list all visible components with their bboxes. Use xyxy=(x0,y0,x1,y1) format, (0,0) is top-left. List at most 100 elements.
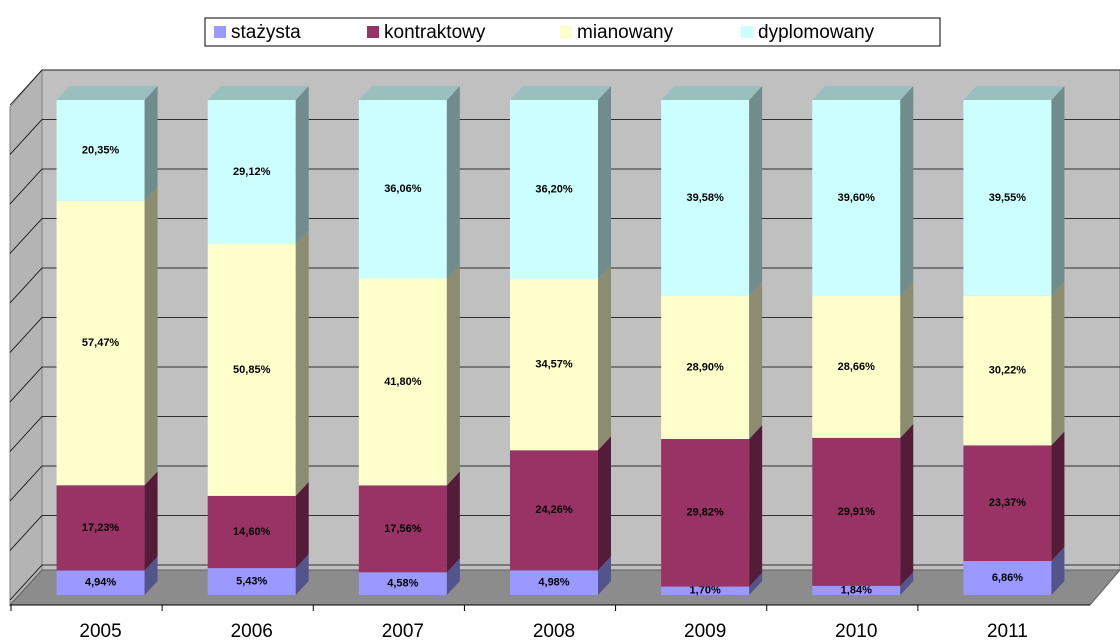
bar-side xyxy=(1051,547,1065,595)
bar-segment xyxy=(661,295,750,439)
legend-label: kontraktowy xyxy=(384,22,486,43)
grid-line xyxy=(9,465,43,502)
bar-segment xyxy=(510,450,598,571)
bar-side xyxy=(446,264,460,486)
bar-side xyxy=(446,86,460,279)
data-label: 28,66% xyxy=(838,361,876,373)
x-tick-label: 2011 xyxy=(987,621,1028,641)
bar-side xyxy=(749,572,763,595)
bar-segment xyxy=(207,244,296,496)
data-label: 24,26% xyxy=(535,504,573,516)
bar-side xyxy=(295,230,309,496)
data-label: 4,94% xyxy=(85,577,116,589)
bar-segment xyxy=(358,278,447,486)
bar-segment xyxy=(56,200,145,486)
bar-top xyxy=(510,85,611,100)
bar-side xyxy=(900,281,914,438)
bar-segment xyxy=(207,100,296,245)
bar-side xyxy=(749,86,763,296)
bar-side xyxy=(900,571,914,595)
data-label: 6,86% xyxy=(992,572,1023,584)
x-tick-label: 2005 xyxy=(79,621,121,641)
data-label: 57,47% xyxy=(82,337,120,349)
bar-segment xyxy=(661,438,750,587)
grid-line xyxy=(9,267,43,304)
bar-segment xyxy=(812,295,901,438)
x-tick-label: 2007 xyxy=(382,621,424,641)
bar-side xyxy=(900,85,914,296)
bar-segment xyxy=(812,99,901,296)
bar-segment xyxy=(812,437,901,586)
bar-segment xyxy=(963,295,1052,446)
data-label: 39,60% xyxy=(838,192,876,204)
bar-top xyxy=(358,86,460,100)
bar-side xyxy=(295,554,309,595)
bar-side xyxy=(1051,281,1065,446)
bar-side xyxy=(900,423,914,586)
data-label: 23,37% xyxy=(989,497,1027,509)
bar-segment xyxy=(358,100,447,279)
legend-swatch xyxy=(367,26,379,38)
bar-side xyxy=(598,436,611,571)
bar-top xyxy=(56,86,158,101)
x-tick-label: 2008 xyxy=(533,621,575,641)
data-label: 30,22% xyxy=(989,364,1027,376)
bar-side xyxy=(749,281,763,439)
grid-line xyxy=(9,416,43,452)
bar-top xyxy=(812,85,914,100)
bar-top xyxy=(661,86,763,100)
x-tick-label: 2010 xyxy=(835,621,877,641)
bar-segment xyxy=(207,495,296,569)
legend-swatch xyxy=(214,26,226,38)
data-label: 17,56% xyxy=(384,523,422,535)
data-label: 50,85% xyxy=(233,364,271,376)
bar-segment xyxy=(963,561,1052,595)
bar-segment xyxy=(358,485,447,573)
data-label: 39,58% xyxy=(686,192,724,204)
legend-swatch xyxy=(741,26,753,38)
bar-segment xyxy=(963,445,1052,562)
data-label: 29,91% xyxy=(838,506,876,518)
bar-segment xyxy=(963,100,1052,296)
bar-side xyxy=(295,481,309,569)
bar-side xyxy=(144,186,158,486)
bar-side xyxy=(446,471,460,573)
bar-side xyxy=(598,556,611,595)
data-label: 4,58% xyxy=(387,578,418,590)
bar-side xyxy=(1051,86,1065,296)
data-label: 5,43% xyxy=(236,575,267,587)
data-label: 20,35% xyxy=(82,144,120,156)
bar-side xyxy=(295,86,309,245)
grid-line xyxy=(9,69,43,106)
data-label: 34,57% xyxy=(535,359,573,371)
bar-segment xyxy=(661,586,750,595)
bar-top xyxy=(963,86,1065,100)
data-label: 28,90% xyxy=(686,361,724,373)
x-tick-label: 2006 xyxy=(231,621,273,641)
grid-line xyxy=(9,564,43,601)
data-label: 1,84% xyxy=(841,584,872,596)
legend-label: stażysta xyxy=(231,22,301,43)
bar-segment xyxy=(56,485,145,571)
bar-side xyxy=(144,86,158,201)
data-label: 36,06% xyxy=(384,183,422,195)
legend xyxy=(204,17,941,47)
bar-segment xyxy=(358,572,447,595)
bar-side xyxy=(446,558,460,595)
bar-top xyxy=(207,86,309,100)
data-label: 41,80% xyxy=(384,376,422,388)
data-label: 14,60% xyxy=(233,526,271,538)
bar-segment xyxy=(510,99,598,280)
bar-side xyxy=(144,556,158,595)
legend-label: dyplomowany xyxy=(758,22,875,43)
bar-segment xyxy=(56,570,145,595)
bar-side xyxy=(598,265,611,451)
grid-line xyxy=(9,119,43,155)
bar-segment xyxy=(510,570,598,595)
grid-line xyxy=(9,218,43,254)
bar-side xyxy=(749,424,763,587)
data-label: 36,20% xyxy=(535,183,573,195)
bar-segment xyxy=(56,100,145,201)
bar-segment xyxy=(207,568,296,595)
bar-side xyxy=(1051,431,1065,562)
